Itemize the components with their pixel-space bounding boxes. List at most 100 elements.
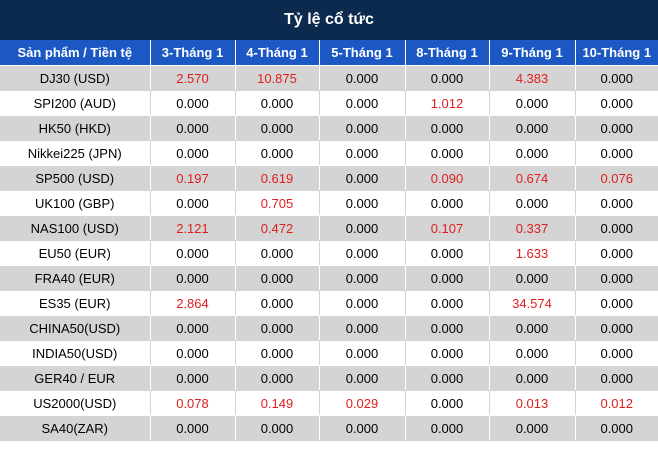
dividend-value-cell: 0.000 [404, 65, 490, 91]
dividend-value-cell: 10.875 [234, 65, 320, 91]
product-name-cell: SP500 (USD) [0, 165, 151, 191]
dividend-value-cell: 0.000 [488, 315, 576, 341]
dividend-value-cell: 0.000 [318, 240, 406, 266]
dividend-value-cell: 0.000 [149, 415, 236, 441]
dividend-value-cell: 0.000 [404, 240, 490, 266]
dividend-value-cell: 0.000 [318, 190, 406, 216]
dividend-value-cell: 34.574 [488, 290, 576, 316]
dividend-value-cell: 0.000 [318, 115, 406, 141]
dividend-value-cell: 0.000 [234, 365, 320, 391]
dividend-table: Sản phẩm / Tiền tệ 3-Tháng 1 4-Tháng 1 5… [0, 40, 658, 441]
product-name-cell: INDIA50(USD) [0, 340, 151, 366]
dividend-value-cell: 0.000 [234, 140, 320, 166]
table-row: INDIA50(USD) 0.000 0.000 0.000 0.000 0.000 0.0… [0, 340, 658, 366]
dividend-value-cell: 0.619 [234, 165, 320, 191]
dividend-value-cell: 0.000 [149, 90, 236, 116]
dividend-value-cell: 0.000 [234, 290, 320, 316]
dividend-value-cell: 0.000 [488, 415, 576, 441]
dividend-value-cell: 0.000 [318, 290, 406, 316]
product-name-cell: CHINA50(USD) [0, 315, 151, 341]
dividend-value-cell: 0.000 [574, 240, 658, 266]
dividend-value-cell: 0.000 [318, 140, 406, 166]
dividend-value-cell: 0.000 [574, 140, 658, 166]
table-row: FRA40 (EUR) 0.000 0.000 0.000 0.000 0.000 0.00… [0, 265, 658, 291]
dividend-value-cell: 0.000 [574, 315, 658, 341]
dividend-value-cell: 0.000 [234, 115, 320, 141]
dividend-value-cell: 0.029 [318, 390, 406, 416]
dividend-value-cell: 0.000 [318, 165, 406, 191]
dividend-value-cell: 0.000 [488, 190, 576, 216]
dividend-value-cell: 0.000 [404, 140, 490, 166]
dividend-value-cell: 0.000 [234, 240, 320, 266]
table-row: GER40 / EUR 0.000 0.000 0.000 0.000 0.000 0.00… [0, 365, 658, 391]
dividend-value-cell: 0.000 [574, 190, 658, 216]
dividend-value-cell: 0.000 [404, 365, 490, 391]
dividend-value-cell: 0.000 [234, 315, 320, 341]
product-name-cell: UK100 (GBP) [0, 190, 151, 216]
dividend-value-cell: 4.383 [488, 65, 576, 91]
table-row: NAS100 (USD) 2.121 0.472 0.000 0.107 0.337 0.0… [0, 215, 658, 241]
dividend-value-cell: 0.000 [488, 365, 576, 391]
table-row: US2000(USD) 0.078 0.149 0.029 0.000 0.013 0.01… [0, 390, 658, 416]
dividend-value-cell: 0.674 [488, 165, 576, 191]
dividend-value-cell: 0.337 [488, 215, 576, 241]
dividend-value-cell: 0.000 [234, 415, 320, 441]
table-row: UK100 (GBP) 0.000 0.705 0.000 0.000 0.000 0.00… [0, 190, 658, 216]
dividend-value-cell: 0.000 [574, 90, 658, 116]
dividend-value-cell: 0.013 [488, 390, 576, 416]
table-row: ES35 (EUR) 2.864 0.000 0.000 0.000 34.574 0.00… [0, 290, 658, 316]
table-title: Tỷ lệ cổ tức [0, 0, 658, 40]
product-name-cell: GER40 / EUR [0, 365, 151, 391]
dividend-value-cell: 0.472 [234, 215, 320, 241]
product-name-cell: SPI200 (AUD) [0, 90, 151, 116]
dividend-value-cell: 0.000 [574, 340, 658, 366]
dividend-value-cell: 0.000 [574, 65, 658, 91]
dividend-value-cell: 1.633 [488, 240, 576, 266]
dividend-value-cell: 0.000 [488, 265, 576, 291]
dividend-value-cell: 0.000 [318, 415, 406, 441]
product-name-cell: ES35 (EUR) [0, 290, 151, 316]
dividend-value-cell: 0.000 [318, 215, 406, 241]
table-row: HK50 (HKD) 0.000 0.000 0.000 0.000 0.000 0.000 [0, 115, 658, 141]
dividend-value-cell: 0.000 [149, 115, 236, 141]
dividend-value-cell: 2.121 [149, 215, 236, 241]
product-name-cell: Nikkei225 (JPN) [0, 140, 151, 166]
dividend-value-cell: 0.000 [318, 365, 406, 391]
dividend-value-cell: 0.000 [234, 265, 320, 291]
dividend-value-cell: 0.000 [318, 265, 406, 291]
dividend-value-cell: 1.012 [404, 90, 490, 116]
product-name-cell: DJ30 (USD) [0, 65, 151, 91]
dividend-value-cell: 0.000 [318, 90, 406, 116]
dividend-value-cell: 0.000 [574, 215, 658, 241]
dividend-value-cell: 2.864 [149, 290, 236, 316]
dividend-value-cell: 0.000 [318, 315, 406, 341]
dividend-value-cell: 0.000 [318, 65, 406, 91]
header-product: Sản phẩm / Tiền tệ [0, 40, 151, 66]
dividend-value-cell: 0.000 [149, 190, 236, 216]
dividend-value-cell: 0.000 [318, 340, 406, 366]
product-name-cell: NAS100 (USD) [0, 215, 151, 241]
dividend-value-cell: 0.012 [574, 390, 658, 416]
table-row: DJ30 (USD) 2.570 10.875 0.000 0.000 4.383 0.00… [0, 65, 658, 91]
table-row: SPI200 (AUD) 0.000 0.000 0.000 1.012 0.000 0.0… [0, 90, 658, 116]
dividend-value-cell: 0.000 [149, 340, 236, 366]
dividend-value-cell: 0.000 [404, 265, 490, 291]
dividend-value-cell: 0.107 [404, 215, 490, 241]
dividend-value-cell: 0.000 [488, 340, 576, 366]
product-name-cell: HK50 (HKD) [0, 115, 151, 141]
dividend-value-cell: 0.000 [488, 115, 576, 141]
dividend-value-cell: 0.000 [574, 115, 658, 141]
dividend-value-cell: 0.000 [404, 415, 490, 441]
product-name-cell: SA40(ZAR) [0, 415, 151, 441]
table-row: CHINA50(USD) 0.000 0.000 0.000 0.000 0.000 0.0… [0, 315, 658, 341]
header-date: 9-Tháng 1 [488, 40, 576, 66]
dividend-value-cell: 0.000 [234, 340, 320, 366]
dividend-value-cell: 0.000 [488, 140, 576, 166]
dividend-value-cell: 0.000 [404, 115, 490, 141]
dividend-value-cell: 0.000 [404, 390, 490, 416]
dividend-value-cell: 0.149 [234, 390, 320, 416]
header-date: 5-Tháng 1 [318, 40, 406, 66]
product-name-cell: FRA40 (EUR) [0, 265, 151, 291]
dividend-value-cell: 2.570 [149, 65, 236, 91]
